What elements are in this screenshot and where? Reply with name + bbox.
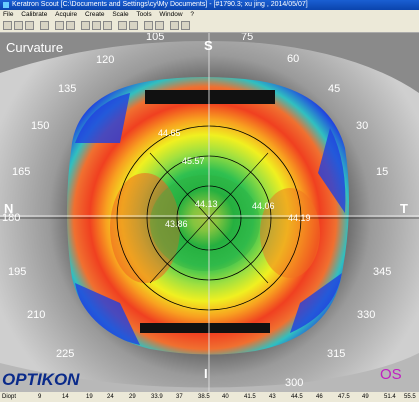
degree-30: 30 xyxy=(356,120,368,132)
open-icon[interactable] xyxy=(14,21,23,30)
scale-tick: 24 xyxy=(107,394,114,400)
menu-window[interactable]: Window xyxy=(159,11,183,18)
menu-acquire[interactable]: Acquire xyxy=(55,11,78,18)
scale-tick: 46 xyxy=(316,394,323,400)
menu-calibrate[interactable]: Calibrate xyxy=(21,11,48,18)
degree-315: 315 xyxy=(327,348,345,360)
menu-scale[interactable]: Scale xyxy=(112,11,129,18)
scale-tick: 33.9 xyxy=(151,394,163,400)
eyelid-upper xyxy=(0,33,419,93)
menu-tools[interactable]: Tools xyxy=(136,11,152,18)
eye-side-label: OS xyxy=(380,366,402,383)
menu-bar: File Calibrate Acquire Create Scale Tool… xyxy=(0,10,419,19)
scale-tick: 44.5 xyxy=(291,394,303,400)
mode-label: Curvature xyxy=(6,40,63,55)
reading-4: 44.06 xyxy=(252,201,275,211)
nasal-letter: N xyxy=(4,201,13,216)
title-bar: Keratron Scout [C:\Documents and Setting… xyxy=(0,0,419,10)
degree-105: 105 xyxy=(146,33,164,43)
eyelid-lower xyxy=(0,353,419,392)
degree-195: 195 xyxy=(8,266,26,278)
color-topography xyxy=(67,77,349,355)
scale-tick: 51.4 xyxy=(384,394,396,400)
scale-tick: 37 xyxy=(176,394,183,400)
profile-icon[interactable] xyxy=(103,21,112,30)
degree-labels: 105 75 120 60 135 45 150 30 165 15 180 1… xyxy=(2,33,391,389)
inferior-letter: I xyxy=(204,366,208,381)
reading-5: 43.86 xyxy=(165,219,188,229)
ring-icon[interactable] xyxy=(118,21,127,30)
degree-75: 75 xyxy=(241,33,253,43)
save-icon[interactable] xyxy=(25,21,34,30)
menu-file[interactable]: File xyxy=(3,11,14,18)
menu-help[interactable]: ? xyxy=(190,11,194,18)
map-icon[interactable] xyxy=(81,21,90,30)
superior-letter: S xyxy=(204,38,213,53)
reading-6: 44.19 xyxy=(288,213,311,223)
topography-view[interactable]: Curvature 105 75 120 60 135 45 150 30 16… xyxy=(0,33,419,392)
reading-3: 44.13 xyxy=(195,199,218,209)
diopter-scale: Diopt 9 14 19 24 29 33.9 37 38.5 40 41.5… xyxy=(0,392,419,402)
curvature-readings: 44.65 45.57 44.13 44.06 43.86 44.19 xyxy=(158,128,311,229)
help-icon[interactable] xyxy=(181,21,190,30)
scale-tick: 49 xyxy=(362,394,369,400)
eyelash-shadow-top xyxy=(145,90,275,104)
degree-300: 300 xyxy=(285,377,303,389)
eye-icon[interactable] xyxy=(66,21,75,30)
grid-icon[interactable] xyxy=(92,21,101,30)
degree-225: 225 xyxy=(56,348,74,360)
degree-150: 150 xyxy=(31,120,49,132)
scale-unit: Diopt xyxy=(2,394,17,400)
measure-icon[interactable] xyxy=(155,21,164,30)
print-icon[interactable] xyxy=(40,21,49,30)
scale-tick: 43 xyxy=(269,394,276,400)
degree-120: 120 xyxy=(96,54,114,66)
degree-165: 165 xyxy=(12,166,30,178)
toolbar xyxy=(0,19,419,33)
scale-tick: 38.5 xyxy=(198,394,210,400)
degree-345: 345 xyxy=(373,266,391,278)
temporal-letter: T xyxy=(400,201,408,216)
window-title: Keratron Scout [C:\Documents and Setting… xyxy=(12,1,308,8)
zoom-icon[interactable] xyxy=(144,21,153,30)
menu-create[interactable]: Create xyxy=(84,11,105,18)
app-icon xyxy=(3,2,9,8)
settings-icon[interactable] xyxy=(170,21,179,30)
camera-icon[interactable] xyxy=(55,21,64,30)
orientation-letters: S I N T xyxy=(4,38,408,381)
reading-1: 44.65 xyxy=(158,128,181,138)
degree-135: 135 xyxy=(58,83,76,95)
scale-tick: 14 xyxy=(62,394,69,400)
degree-330: 330 xyxy=(357,309,375,321)
degree-45: 45 xyxy=(328,83,340,95)
degree-180: 180 xyxy=(2,212,20,224)
scale-tick: 47.5 xyxy=(338,394,350,400)
scale-tick: 9 xyxy=(38,394,42,400)
eyelash-shadow-bottom xyxy=(140,323,270,333)
scale-tick: 29 xyxy=(129,394,136,400)
degree-15: 15 xyxy=(376,166,388,178)
curvature-map: Curvature 105 75 120 60 135 45 150 30 16… xyxy=(0,33,419,392)
degree-60: 60 xyxy=(287,53,299,65)
compare-icon[interactable] xyxy=(129,21,138,30)
scale-tick: 41.5 xyxy=(244,394,256,400)
scale-tick: 40 xyxy=(222,394,229,400)
brand-logo: OPTIKON xyxy=(2,370,80,389)
reading-2: 45.57 xyxy=(182,156,205,166)
scale-tick: 55.5 xyxy=(404,394,416,400)
degree-210: 210 xyxy=(27,309,45,321)
new-icon[interactable] xyxy=(3,21,12,30)
scale-tick: 19 xyxy=(86,394,93,400)
